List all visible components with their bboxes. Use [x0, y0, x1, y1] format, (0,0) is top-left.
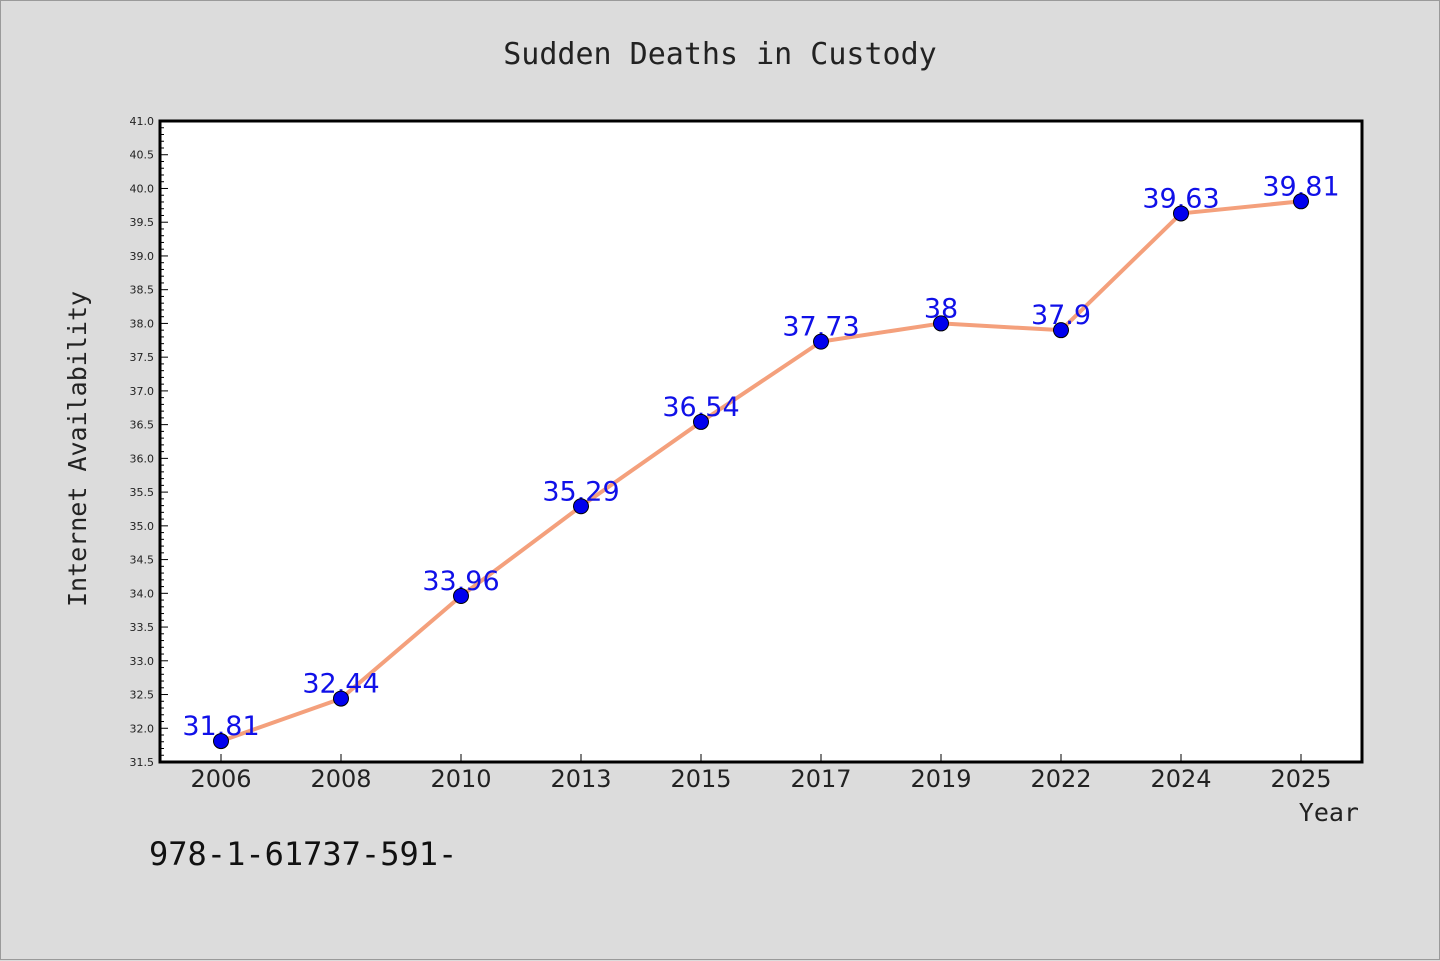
plot-area — [160, 121, 1362, 762]
y-tick-label: 40.0 — [130, 182, 155, 195]
data-point — [453, 588, 469, 605]
x-tick-label: 2010 — [430, 765, 491, 793]
y-tick-label: 36.0 — [130, 452, 155, 465]
x-tick-label: 2008 — [310, 765, 371, 793]
y-tick-label: 35.0 — [130, 520, 155, 533]
y-tick-label: 39.5 — [130, 216, 155, 229]
data-point — [693, 413, 709, 430]
chart-title: Sudden Deaths in Custody — [503, 37, 936, 72]
data-point — [573, 498, 589, 515]
y-tick-label: 33.5 — [130, 621, 155, 634]
x-tick-label: 2024 — [1150, 765, 1211, 793]
y-tick-label: 34.5 — [130, 554, 155, 567]
y-axis-label: Internet Availability — [63, 291, 92, 607]
data-point — [1293, 193, 1309, 210]
data-point — [933, 315, 949, 332]
x-tick-label: 2013 — [550, 765, 611, 793]
x-tick-label: 2019 — [910, 765, 971, 793]
y-tick-label: 34.0 — [130, 587, 155, 600]
x-tick-label: 2022 — [1030, 765, 1091, 793]
data-point — [333, 690, 349, 707]
y-tick-label: 32.5 — [130, 689, 155, 702]
y-tick-label: 32.0 — [130, 722, 155, 735]
x-axis-ticks: 2006 2008 2010 2013 2015 2017 2019 2022 2024 2025 — [190, 754, 1332, 793]
x-axis-label: Year — [1299, 798, 1359, 827]
x-tick-label: 2025 — [1270, 765, 1331, 793]
plot-frame — [158, 119, 1364, 764]
x-tick-label: 2017 — [790, 765, 851, 793]
y-tick-label: 38.5 — [130, 284, 155, 297]
y-axis-ticks: 31.5 32.0 32.5 33.0 33.5 34.0 34.5 35.0 35.5 36.0… — [130, 115, 168, 769]
data-point — [813, 333, 829, 350]
footnote-text: 978-1-61737-591- — [149, 835, 457, 873]
x-tick-label: 2006 — [190, 765, 251, 793]
y-tick-label: 37.0 — [130, 385, 155, 398]
series-line — [219, 199, 1303, 744]
y-tick-label: 41.0 — [130, 115, 155, 128]
y-tick-label: 31.5 — [130, 756, 155, 769]
y-tick-label: 39.0 — [130, 250, 155, 263]
y-tick-label: 38.0 — [130, 317, 155, 330]
y-tick-label: 40.5 — [130, 149, 155, 162]
data-point — [1053, 322, 1069, 339]
x-tick-label: 2015 — [670, 765, 731, 793]
y-tick-label: 36.5 — [130, 419, 155, 432]
data-point — [1173, 205, 1189, 222]
y-tick-label: 35.5 — [130, 486, 155, 499]
y-tick-label: 37.5 — [130, 351, 155, 364]
y-tick-label: 33.0 — [130, 655, 155, 668]
data-point — [213, 733, 229, 750]
